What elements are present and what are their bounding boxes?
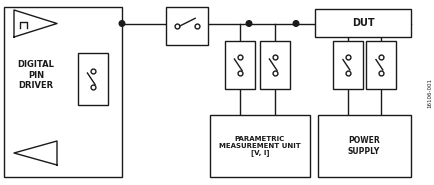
- Bar: [332, 41, 362, 89]
- Text: PARAMETRIC
MEASUREMENT UNIT
[V, I]: PARAMETRIC MEASUREMENT UNIT [V, I]: [219, 136, 300, 157]
- Text: 16106-001: 16106-001: [427, 78, 431, 108]
- Polygon shape: [14, 141, 57, 165]
- Bar: [224, 41, 254, 89]
- Bar: [210, 115, 309, 177]
- Text: POWER
SUPPLY: POWER SUPPLY: [347, 136, 379, 156]
- Bar: [4, 7, 122, 177]
- Bar: [260, 41, 289, 89]
- Bar: [365, 41, 395, 89]
- Polygon shape: [14, 10, 57, 37]
- Text: DIGITAL
PIN
DRIVER: DIGITAL PIN DRIVER: [17, 60, 54, 90]
- Circle shape: [246, 21, 251, 26]
- Bar: [78, 53, 108, 105]
- Bar: [166, 7, 207, 45]
- Circle shape: [119, 21, 125, 26]
- Bar: [314, 9, 410, 37]
- Bar: [317, 115, 410, 177]
- Text: DUT: DUT: [351, 18, 373, 28]
- Circle shape: [293, 21, 298, 26]
